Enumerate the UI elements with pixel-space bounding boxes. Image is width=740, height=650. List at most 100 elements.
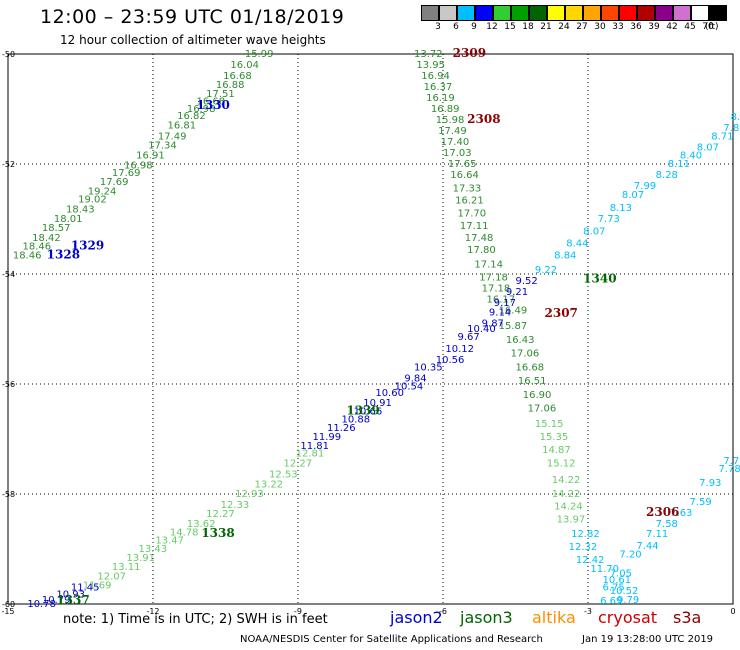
pass-time-label: 1337: [56, 593, 89, 607]
wave-height-value: 18.57: [42, 223, 71, 234]
x-tick-label: -15: [1, 607, 14, 616]
wave-height-value: 7.63: [670, 508, 692, 519]
colorbar-label: 6: [453, 22, 459, 32]
wave-height-value: 14.22: [552, 489, 581, 500]
colorbar-swatch: [601, 5, 619, 21]
wave-height-value: 8.71: [711, 131, 733, 142]
wave-height-value: 14.87: [542, 445, 571, 456]
wave-height-value: 10.60: [375, 388, 404, 399]
pass-time-label: 1340: [583, 271, 616, 285]
axis-ticks: -15 -12 -9 -6 -3 0 -50 -52 -54 -56 -58 -60: [1, 50, 735, 616]
wave-height-value: 7.58: [656, 519, 678, 530]
wave-height-value: 17.18: [479, 273, 508, 284]
colorbar-swatch: [691, 5, 709, 21]
pass-time-label: 2306: [646, 505, 679, 519]
wave-height-value: 10.12: [445, 344, 474, 355]
track-2309: 13.7213.9516.9416.3716.1916.8915.9817.49…: [414, 46, 556, 415]
wave-height-value: 18.42: [32, 233, 61, 244]
wave-height-value: 7.99: [634, 181, 656, 192]
wave-height-value: 17.14: [474, 259, 503, 270]
wave-height-value: 15.87: [499, 321, 528, 332]
wave-height-value: 16.68: [197, 97, 226, 108]
x-tick-label: -9: [294, 607, 302, 616]
wave-height-value: 17.06: [511, 349, 540, 360]
pass-time-label: 1329: [71, 238, 104, 252]
wave-height-value: 7.89: [723, 123, 740, 134]
wave-height-value: 13.72: [414, 49, 443, 60]
wave-height-value: 9.79: [617, 595, 639, 606]
wave-height-value: 9.67: [458, 332, 480, 343]
wave-height-value: 17.18: [482, 284, 511, 295]
wave-height-value: 12.82: [571, 529, 600, 540]
colorbar-swatch: [565, 5, 583, 21]
wave-height-value: 11.70: [590, 564, 619, 575]
wave-height-value: 7.59: [690, 497, 712, 508]
wave-height-value: 9.87: [482, 318, 504, 329]
colorbar-swatch: [637, 5, 655, 21]
generated-timestamp: Jan 19 13:28:00 UTC 2019: [582, 634, 714, 645]
wave-height-value: 16.68: [223, 71, 252, 82]
wave-height-value: 13.97: [557, 515, 586, 526]
wave-height-value: 17.48: [465, 233, 494, 244]
colorbar-unit: (ft): [705, 22, 719, 32]
wave-height-value: 13.91: [126, 553, 155, 564]
wave-height-value: 18.01: [54, 214, 83, 225]
wave-height-value: 16.98: [187, 104, 216, 115]
colorbar-swatch: [493, 5, 511, 21]
wave-height-value: 16.90: [523, 390, 552, 401]
wave-height-value: 13.95: [416, 60, 445, 71]
x-tick-label: -3: [584, 607, 592, 616]
wave-height-value: 17.65: [448, 159, 477, 170]
wave-height-value: 7.75: [723, 456, 740, 467]
wave-height-value: 7.44: [636, 541, 658, 552]
colorbar-label: 39: [648, 22, 660, 32]
wave-height-value: 12.53: [269, 470, 298, 481]
wave-height-value: 16.82: [177, 111, 206, 122]
wave-height-value: 15.35: [540, 432, 569, 443]
wave-height-value: 18.43: [66, 204, 95, 215]
wave-height-value: 17.40: [441, 137, 470, 148]
wave-height-value: 11.99: [313, 432, 342, 443]
grid-lines: [8, 54, 733, 604]
colorbar-label: 18: [522, 22, 534, 32]
wave-height-value: 17.11: [460, 221, 489, 232]
wave-height-value: 12.33: [221, 500, 250, 511]
page-subtitle: 12 hour collection of altimeter wave hei…: [60, 33, 326, 47]
wave-height-value: 6.75: [603, 582, 625, 593]
wave-height-value: 10.40: [467, 324, 496, 335]
wave-height-value: 17.49: [438, 126, 467, 137]
wave-height-value: 7.73: [598, 214, 620, 225]
wave-height-value: 10.61: [603, 575, 632, 586]
wave-height-value: 8.11: [668, 159, 690, 170]
credit-line: NOAA/NESDIS Center for Satellite Applica…: [240, 634, 543, 645]
wave-height-value: 17.80: [467, 245, 496, 256]
wave-height-value: 17.49: [158, 131, 187, 142]
plot-frame: [7, 53, 734, 605]
wave-height-value: 10.54: [395, 382, 424, 393]
wave-height-value: 19.24: [88, 186, 117, 197]
wave-height-value: 16.51: [518, 376, 547, 387]
track-2308: 2308: [467, 112, 500, 126]
wave-height-value: 10.88: [342, 415, 371, 426]
pass-time-label: 1338: [201, 526, 234, 540]
wave-height-value: 18.46: [13, 251, 42, 262]
wave-height-value: 8.28: [656, 170, 678, 181]
track-1340: 9.228.848.448.077.738.138.077.998.288.11…: [535, 112, 740, 285]
wave-height-value: 9.52: [516, 276, 538, 287]
colorbar-label: 27: [576, 22, 588, 32]
wave-height-value: 6.69: [600, 596, 622, 607]
legend-jason3: jason3: [460, 608, 513, 627]
y-tick-label: -60: [2, 600, 15, 609]
wave-height-value: 8.13: [610, 203, 632, 214]
wave-height-value: 7.05: [610, 569, 632, 580]
wave-height-value: 8.40: [680, 151, 702, 162]
colorbar-swatch: [655, 5, 673, 21]
legend-altika: altika: [532, 608, 576, 627]
track-1328: 1328: [47, 248, 80, 262]
track-2306: 7.787.757.93 7.597.637.587.117.447.20 7.05…: [569, 456, 740, 607]
wave-height-value: 16.64: [450, 170, 479, 181]
wave-height-value: 7.11: [646, 529, 668, 540]
colorbar-label: 70: [702, 22, 714, 32]
wave-height-value: 10.78: [27, 599, 56, 610]
colorbar-swatch: [709, 5, 727, 21]
